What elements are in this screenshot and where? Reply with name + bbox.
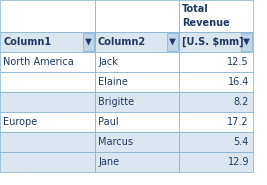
Text: Total: Total [182,4,209,14]
Bar [95,52,179,72]
Text: 16.4: 16.4 [228,77,249,87]
Text: 17.2: 17.2 [227,117,249,127]
Text: Brigitte: Brigitte [98,97,134,107]
Bar [0,72,95,92]
Bar [0,32,95,52]
Bar [179,152,253,172]
Text: Jane: Jane [98,157,119,167]
Polygon shape [85,39,92,45]
Bar [95,92,179,112]
Text: Paul: Paul [98,117,119,127]
Bar [95,112,179,132]
Bar [95,152,179,172]
Bar [167,33,178,51]
Text: 8.2: 8.2 [234,97,249,107]
Bar [179,52,253,72]
Text: 12.5: 12.5 [227,57,249,67]
Bar [0,112,95,132]
Bar [179,112,253,132]
Bar [0,152,95,172]
Bar [83,33,94,51]
Bar [179,72,253,92]
Text: Column1: Column1 [3,37,51,47]
Text: Marcus: Marcus [98,137,133,147]
Bar [179,32,253,52]
Bar [0,132,95,152]
Text: 5.4: 5.4 [234,137,249,147]
Bar [95,32,179,52]
Text: Revenue: Revenue [182,18,230,28]
Text: Jack: Jack [98,57,118,67]
Polygon shape [244,39,250,45]
Text: Elaine: Elaine [98,77,128,87]
Text: Europe: Europe [3,117,37,127]
Bar [0,0,95,32]
Bar [0,52,95,72]
Bar [241,33,252,51]
Bar [0,92,95,112]
Text: 12.9: 12.9 [227,157,249,167]
Bar [179,0,253,32]
Text: North America: North America [3,57,74,67]
Bar [95,0,179,32]
Text: Column2: Column2 [98,37,146,47]
Bar [179,92,253,112]
Text: [U.S. $mm]: [U.S. $mm] [182,37,244,47]
Polygon shape [170,39,175,45]
Bar [179,132,253,152]
Bar [95,132,179,152]
Bar [95,72,179,92]
